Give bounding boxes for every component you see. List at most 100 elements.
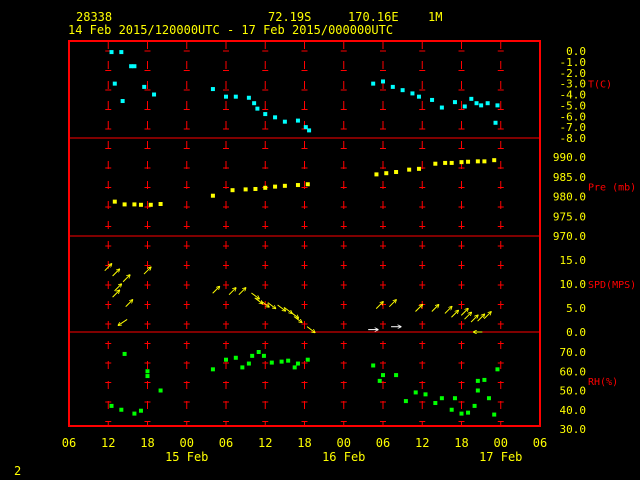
temperature-point xyxy=(307,128,312,133)
y-tick-label: -7.0 xyxy=(560,121,587,134)
temperature-point xyxy=(295,118,300,123)
temperature-point xyxy=(119,50,124,55)
panel-temperature: 0.0-1.0-2.0-3.0-4.0-5.0-6.0-7.0-8.0 T(C) xyxy=(109,45,612,145)
temperature-point xyxy=(132,64,137,69)
wind-arrow xyxy=(460,308,468,316)
x-tick-label: 06 xyxy=(376,436,390,450)
humidity-point xyxy=(224,357,228,362)
y-tick-label: 980.0 xyxy=(553,191,586,204)
y-tick-label: 15.0 xyxy=(560,254,587,267)
temperature-point xyxy=(224,94,228,99)
x-date-label: 17 Feb xyxy=(479,450,522,464)
wind-arrow xyxy=(267,302,276,309)
temperature-point xyxy=(303,125,308,130)
y-tick-label: -4.0 xyxy=(560,89,587,102)
temperature-point xyxy=(282,119,287,124)
temperature-point xyxy=(263,112,268,117)
humidity-point xyxy=(466,410,471,415)
axis-layer: 06 12 18 00 06 12 18 00 06 12 18 00 06 15 Feb 16 Feb 17… xyxy=(62,436,547,464)
temperature-point xyxy=(120,99,125,104)
temperature-point xyxy=(109,50,114,55)
station-latitude: 72.19S xyxy=(268,10,312,24)
x-tick-label: 06 xyxy=(533,436,547,450)
humidity-point xyxy=(261,353,266,358)
pressure-point xyxy=(449,160,454,165)
wind-arrow xyxy=(431,305,439,312)
y-tick-label: 5.0 xyxy=(566,302,586,315)
wind-arrow xyxy=(112,269,120,277)
humidity-point xyxy=(449,407,454,412)
y-tick-label: 975.0 xyxy=(553,210,586,223)
y-tick-label: 970.0 xyxy=(553,230,586,243)
pressure-point xyxy=(138,202,143,207)
wind-arrow xyxy=(114,284,122,292)
wind-arrow xyxy=(483,312,491,320)
humidity-point xyxy=(279,359,284,364)
wind-arrow xyxy=(122,275,130,283)
plot-frame xyxy=(68,40,541,427)
panel-pressure: 990.0 985.0 980.0 975.0 970.0 Pre (mb) xyxy=(112,151,636,243)
y-tick-label: -8.0 xyxy=(560,132,587,145)
y-tick-label: 0.0 xyxy=(566,45,586,58)
x-date-label: 16 Feb xyxy=(322,450,365,464)
temperature-point xyxy=(469,96,474,101)
temperature-point xyxy=(390,84,395,89)
pressure-point xyxy=(492,158,497,163)
pressure-point xyxy=(305,182,310,187)
y-tick-label: 985.0 xyxy=(553,171,586,184)
wind-arrow xyxy=(451,310,458,318)
panel-label-pressure: Pre (mb) xyxy=(588,183,636,194)
y-tick-label: -5.0 xyxy=(560,99,587,112)
humidity-point xyxy=(210,367,215,372)
sampling-interval: 1M xyxy=(428,10,443,24)
temperature-point xyxy=(410,91,415,96)
humidity-point xyxy=(371,363,376,368)
humidity-point xyxy=(138,408,143,413)
pressure-point xyxy=(282,183,287,188)
wind-arrow xyxy=(125,300,133,308)
x-tick-label: 06 xyxy=(219,436,233,450)
pressure-point xyxy=(148,202,153,207)
x-tick-label: 12 xyxy=(258,436,272,450)
panel-layer: 0.0-1.0-2.0-3.0-4.0-5.0-6.0-7.0-8.0T(C) 9… xyxy=(69,45,636,436)
grid-layer xyxy=(69,41,540,426)
y-tick-label: 10.0 xyxy=(560,278,587,291)
pressure-point xyxy=(394,170,399,175)
humidity-point xyxy=(132,411,137,416)
wind-arrow xyxy=(254,297,263,304)
pressure-point xyxy=(443,160,448,165)
pressure-point xyxy=(482,159,487,164)
x-tick-label: 18 xyxy=(297,436,311,450)
panel-humidity: 70.0 60.0 50.0 40.0 30.0 RH(%) xyxy=(109,346,618,436)
wind-arrow xyxy=(444,306,452,314)
temperature-point xyxy=(246,95,251,100)
pressure-point xyxy=(158,202,163,207)
pressure-point xyxy=(132,202,137,207)
pressure-point xyxy=(466,159,471,164)
pressure-point xyxy=(459,160,464,165)
temperature-point xyxy=(439,105,444,110)
pressure-point xyxy=(263,185,268,190)
x-tick-label: 18 xyxy=(140,436,154,450)
temperature-point xyxy=(462,104,467,109)
x-tick-label: 18 xyxy=(454,436,468,450)
temperature-point xyxy=(273,115,278,120)
temperature-point xyxy=(474,101,479,106)
humidity-point xyxy=(292,365,297,370)
pressure-point xyxy=(433,161,438,166)
station-id: 28338 xyxy=(76,10,113,24)
temperature-point xyxy=(479,103,484,108)
wind-arrow xyxy=(112,290,120,298)
y-tick-label: -2.0 xyxy=(560,67,587,80)
pressure-point xyxy=(210,193,215,198)
temperature-point xyxy=(152,92,157,97)
y-tick-label: 50.0 xyxy=(560,385,587,398)
humidity-point xyxy=(482,377,487,382)
wind-arrow xyxy=(375,302,383,309)
y-tick-label: -6.0 xyxy=(560,110,587,123)
humidity-point xyxy=(286,358,291,363)
x-tick-label: 00 xyxy=(337,436,351,450)
humidity-point xyxy=(158,388,163,393)
humidity-point xyxy=(475,378,480,383)
temperature-point xyxy=(430,97,435,102)
